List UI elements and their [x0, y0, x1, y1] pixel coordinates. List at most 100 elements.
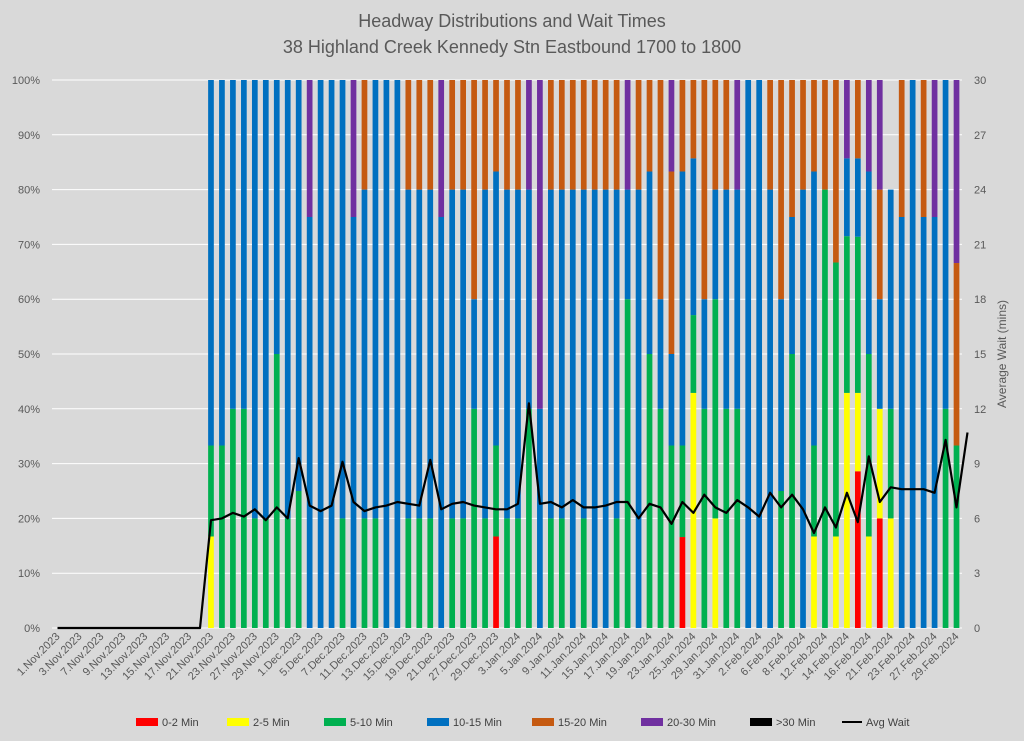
bar-2-5-segment — [712, 518, 719, 628]
right-tick-label: 12 — [974, 404, 986, 416]
bar-10-15-segment — [537, 408, 543, 628]
avg-wait-line-group — [57, 402, 969, 630]
bar-15-20-segment — [723, 80, 730, 190]
bar-15-20-segment — [613, 80, 620, 190]
right-axis-label: Average Wait (mins) — [995, 300, 1009, 408]
avg-wait-line — [57, 402, 969, 630]
legend-label: 10-15 Min — [453, 717, 502, 729]
right-tick-label: 9 — [974, 459, 980, 471]
bar-20-30-segment — [526, 80, 532, 190]
right-axis-ticks: 0 3 6 9 12 15 18 21 24 27 30 — [974, 75, 986, 635]
bar-5-10-segment — [471, 408, 477, 628]
bar-5-10-segment — [208, 445, 214, 537]
bar-15-20-segment — [876, 189, 883, 300]
bar-5-10-segment — [712, 299, 719, 519]
bar-2-5-segment — [833, 536, 839, 628]
bar-5-10-segment — [427, 518, 434, 628]
bar-10-15-segment — [273, 80, 280, 354]
bar-15-20-segment — [548, 80, 554, 190]
bar-10-15-segment — [558, 189, 565, 519]
bar-10-15-segment — [690, 158, 697, 316]
bar-15-20-segment — [460, 80, 466, 190]
bar-5-10-segment — [580, 518, 587, 628]
left-tick-label: 100% — [12, 75, 40, 87]
bar-10-15-segment — [723, 189, 730, 409]
legend-label: 20-30 Min — [667, 717, 716, 729]
bar-15-20-segment — [920, 80, 927, 217]
bar-10-15-segment — [306, 217, 313, 628]
left-tick-label: 10% — [18, 568, 40, 580]
bar-15-20-segment — [482, 80, 488, 190]
bar-10-15-segment — [844, 158, 850, 237]
bar-5-10-segment — [679, 445, 686, 538]
bar-10-15-segment — [284, 80, 291, 519]
bar-10-15-segment — [701, 299, 708, 409]
bar-20-30-segment — [438, 80, 445, 217]
bar-15-20-segment — [898, 80, 905, 217]
right-tick-label: 21 — [974, 239, 986, 251]
bar-15-20-segment — [646, 80, 653, 172]
legend-swatch — [641, 718, 663, 726]
bar-10-15-segment — [734, 189, 741, 409]
bar-5-10-segment — [526, 408, 532, 628]
left-tick-label: 80% — [18, 185, 40, 197]
bar-20-30-segment — [624, 80, 631, 190]
bar-2-5-segment — [854, 392, 861, 472]
legend-label: Avg Wait — [866, 717, 909, 729]
bar-5-10-segment — [482, 518, 488, 628]
left-tick-label: 70% — [18, 239, 40, 251]
left-tick-label: 40% — [18, 404, 40, 416]
bar-10-15-segment — [569, 189, 576, 628]
bar-5-10-segment — [723, 408, 730, 628]
bar-15-20-segment — [471, 80, 477, 300]
bar-15-20-segment — [854, 80, 861, 159]
bar-15-20-segment — [800, 80, 806, 190]
legend-swatch — [227, 718, 249, 726]
bar-15-20-segment — [778, 80, 784, 300]
bar-15-20-segment — [822, 80, 828, 190]
bar-5-10-segment — [887, 408, 894, 519]
left-tick-label: 50% — [18, 349, 40, 361]
bar-5-10-segment — [230, 408, 236, 628]
bar-10-15-segment — [854, 158, 861, 237]
bar-10-15-segment — [931, 217, 938, 628]
bar-5-10-segment — [778, 491, 784, 628]
bar-10-15-segment — [613, 189, 620, 519]
bar-15-20-segment — [679, 80, 686, 172]
bar-15-20-segment — [635, 80, 642, 190]
bar-15-20-segment — [668, 171, 675, 354]
bar-5-10-segment — [504, 518, 510, 628]
legend-label: 0-2 Min — [162, 717, 199, 729]
bar-2-5-segment — [887, 518, 894, 628]
bar-10-15-segment — [767, 189, 773, 628]
right-tick-label: 18 — [974, 294, 986, 306]
bar-15-20-segment — [591, 80, 598, 190]
bar-5-10-segment — [295, 491, 302, 628]
bar-5-10-segment — [701, 408, 708, 628]
bars-group — [208, 80, 960, 628]
bar-15-20-segment — [515, 80, 521, 190]
bar-10-15-segment — [548, 189, 554, 519]
bar-5-10-segment — [668, 445, 675, 628]
bar-15-20-segment — [493, 80, 499, 172]
bar-5-10-segment — [865, 354, 872, 537]
bar-20-30-segment — [953, 80, 960, 264]
bar-15-20-segment — [712, 80, 719, 190]
bar-10-15-segment — [361, 189, 368, 519]
bar-10-15-segment — [657, 299, 664, 409]
bar-20-30-segment — [668, 80, 675, 172]
bar-5-10-segment — [515, 518, 521, 628]
left-tick-label: 20% — [18, 513, 40, 525]
bar-5-10-segment — [624, 299, 631, 628]
x-axis-ticks: 1.Nov.20233.Nov.20237.Nov.20239.Nov.2023… — [15, 631, 962, 684]
bar-5-10-segment — [942, 408, 949, 628]
bar-10-15-segment — [317, 80, 324, 628]
bar-10-15-segment — [898, 217, 905, 628]
bar-15-20-segment — [569, 80, 576, 190]
bar-5-10-segment — [219, 445, 225, 628]
bar-5-10-segment — [405, 518, 412, 628]
chart-title: Headway Distributions and Wait Times — [358, 11, 665, 31]
bar-20-30-segment — [931, 80, 938, 217]
bar-2-5-segment — [876, 408, 883, 519]
